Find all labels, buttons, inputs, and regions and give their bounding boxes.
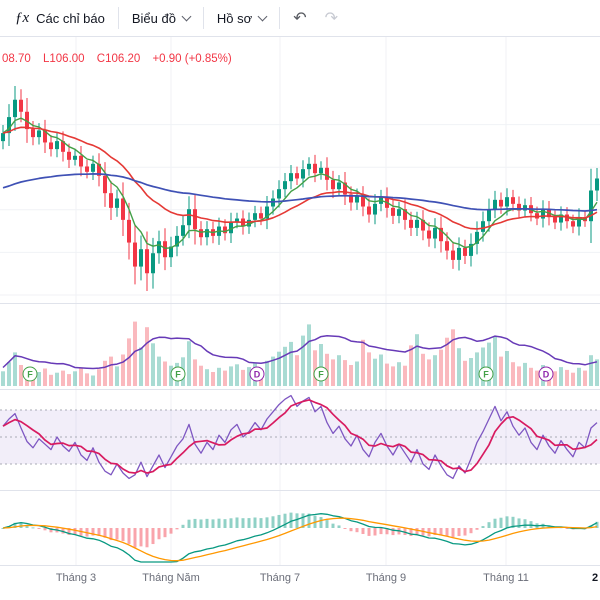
- event-marker-f[interactable]: F: [170, 366, 186, 382]
- pane-separator[interactable]: [0, 303, 600, 304]
- pane-separator[interactable]: [0, 490, 600, 491]
- axis-label: Tháng 3: [55, 572, 97, 584]
- event-marker-d[interactable]: D: [538, 366, 554, 382]
- indicators-button[interactable]: ƒx Các chỉ báo: [6, 4, 114, 33]
- legend-change-value: +0.90 (+0.85%): [152, 53, 232, 65]
- redo-icon[interactable]: ↷: [324, 10, 338, 27]
- chevron-down-icon: [257, 11, 268, 22]
- chevron-down-icon: [181, 11, 192, 22]
- toolbar-divider: [279, 7, 281, 29]
- chart-templates-label: Biểu đồ: [131, 10, 176, 26]
- axis-label: Tháng 9: [365, 572, 407, 584]
- oscillator-pane[interactable]: [0, 390, 600, 490]
- axis-label: Tháng 11: [483, 572, 529, 584]
- legend-low-value: L106.00: [42, 53, 85, 65]
- indicators-button-label: Các chỉ báo: [36, 10, 105, 26]
- time-axis[interactable]: Tháng 3 Tháng Năm Tháng 7 Tháng 9 Tháng 11 2: [0, 565, 600, 600]
- axis-label: Tháng 7: [259, 572, 301, 584]
- price-pane[interactable]: [0, 37, 600, 303]
- fx-function-icon: ƒx: [15, 9, 30, 26]
- toolbar-divider: [202, 7, 204, 29]
- event-marker-f[interactable]: F: [22, 366, 38, 382]
- toolbar-divider: [117, 7, 119, 29]
- profile-button-label: Hồ sơ: [216, 10, 253, 26]
- event-marker-f[interactable]: F: [478, 366, 494, 382]
- axis-label: Tháng Năm: [142, 572, 200, 584]
- profile-button[interactable]: Hồ sơ: [208, 5, 275, 32]
- pane-separator[interactable]: [0, 565, 600, 566]
- volume-pane[interactable]: [0, 304, 600, 389]
- macd-pane[interactable]: [0, 491, 600, 565]
- toolbar: ƒx Các chỉ báo Biểu đồ Hồ sơ ↶ ↷: [0, 0, 600, 37]
- price-legend: 08.70 L106.00 C106.20 +0.90 (+0.85%): [2, 53, 241, 65]
- event-marker-d[interactable]: D: [249, 366, 265, 382]
- undo-icon[interactable]: ↶: [293, 10, 307, 27]
- chart-templates-button[interactable]: Biểu đồ: [123, 5, 199, 32]
- legend-close-value: C106.20: [96, 53, 141, 65]
- axis-label: 2: [591, 572, 599, 584]
- pane-separator[interactable]: [0, 389, 600, 390]
- event-marker-f[interactable]: F: [313, 366, 329, 382]
- legend-high-value: 08.70: [2, 53, 31, 65]
